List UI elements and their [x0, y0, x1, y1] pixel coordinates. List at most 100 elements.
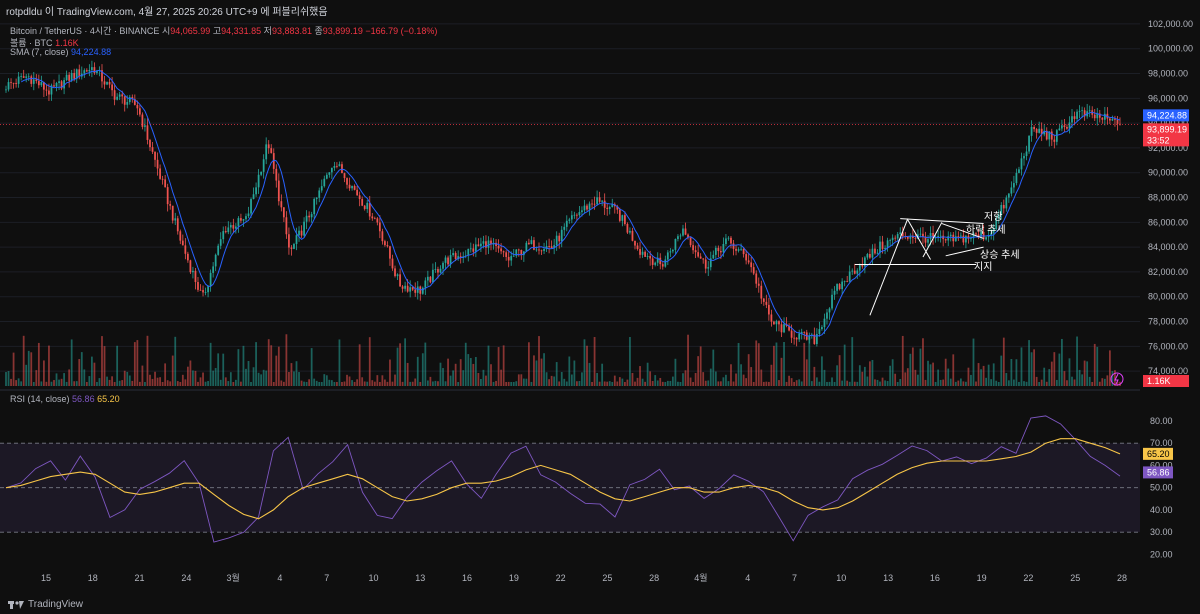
volume-bar [987, 364, 990, 386]
candle-body [320, 186, 323, 191]
rsi-tag: 56.86 [1147, 467, 1170, 477]
candle-body [474, 244, 477, 252]
volume-bar [1038, 381, 1041, 386]
candle-body [762, 298, 765, 302]
sma-legend[interactable]: SMA (7, close) 94,224.88 [10, 47, 111, 57]
volume-bar [318, 381, 321, 386]
candle-body [396, 274, 399, 277]
candle-body [371, 216, 374, 219]
volume-bar [775, 342, 778, 386]
candle-body [386, 245, 389, 247]
volume-bar [315, 380, 318, 386]
tradingview-footer[interactable]: TradingView [8, 599, 83, 610]
candle-body [975, 233, 977, 235]
volume-flash-icon[interactable] [1110, 372, 1124, 386]
current-price-tag: 93,899.19 [1147, 124, 1187, 134]
volume-bar [10, 378, 12, 386]
candle-body [1040, 128, 1043, 135]
volume-bar [78, 359, 81, 386]
trendline-drawings[interactable] [854, 218, 984, 316]
rsi-legend[interactable]: RSI (14, close) 56.86 65.20 [10, 394, 120, 404]
candle-body [426, 276, 429, 281]
volume-bar [171, 355, 174, 386]
candlesticks [5, 60, 1121, 347]
volume-bar [1002, 337, 1005, 386]
volume-bar [917, 374, 919, 386]
candle-body [406, 285, 409, 292]
volume-bar [1000, 355, 1003, 386]
candle-body [1035, 129, 1038, 133]
candle-body [954, 236, 957, 242]
price-axis[interactable]: 74,000.00 76,000.00 78,000.00 80,000.00 82,0… [1148, 19, 1193, 376]
candle-body [209, 272, 212, 287]
volume-bar [1010, 359, 1013, 386]
volume-bar [118, 380, 121, 386]
candle-body [17, 76, 20, 84]
volume-bar [694, 373, 697, 386]
candle-body [401, 286, 404, 289]
candle-body [755, 273, 758, 284]
volume-bar [654, 375, 657, 386]
volume-bar [805, 359, 808, 386]
change-value: −166.79 (−0.18%) [365, 26, 438, 36]
candle-body [980, 231, 982, 237]
volume-bar [545, 372, 548, 386]
candle-body [1055, 130, 1058, 142]
time-tick-label: 19 [977, 573, 987, 583]
candle-body [924, 236, 927, 243]
candle-body [611, 204, 614, 207]
candle-body [874, 248, 876, 254]
candle-body [932, 232, 934, 238]
rsi-line [5, 415, 1121, 543]
volume-bar [366, 381, 369, 386]
volume-legend[interactable]: 볼륨 · BTC 1.16K [10, 36, 79, 49]
volume-bar [904, 372, 907, 386]
volume-bar [237, 349, 240, 386]
volume-bar [669, 380, 672, 386]
volume-bar [689, 377, 692, 386]
candle-body [487, 240, 490, 248]
volume-bar [889, 365, 892, 386]
candle-body [927, 239, 929, 243]
volume-bar [1101, 378, 1104, 386]
volume-bar [75, 381, 78, 386]
volume-bar [91, 356, 93, 386]
candle-body [699, 256, 702, 259]
rsi-ma-tag: 65.20 [1147, 449, 1170, 459]
time-axis[interactable]: 15 18 21 24 3월 4 7 10 13 16 19 22 25 28 4월 4 7 10 13 16 19 22… [41, 572, 1127, 583]
candle-body [144, 125, 146, 127]
candle-body [654, 262, 657, 265]
volume-bar [853, 381, 856, 386]
time-tick-label: 4월 [694, 572, 707, 583]
volume-bar [927, 360, 929, 386]
price-tick-label: 98,000.00 [1148, 69, 1188, 79]
candle-body [576, 214, 578, 216]
rsi-axis[interactable]: 20.00 30.00 40.00 50.00 60.00 70.00 80.00 65.20… [1143, 416, 1173, 560]
volume-bar [692, 381, 694, 386]
annotation-label: 저항 [984, 211, 1002, 223]
candle-body [151, 147, 154, 152]
candle-body [212, 266, 215, 273]
volume-bar [234, 379, 237, 386]
candle-body [517, 249, 520, 251]
time-tick-label: 25 [602, 573, 612, 583]
volume-bar [386, 381, 389, 386]
volume-bar [381, 375, 384, 386]
volume-bar [232, 381, 235, 386]
volume-bar [1103, 378, 1106, 386]
volume-bar [313, 378, 316, 386]
candle-body [520, 250, 523, 256]
candle-body [50, 85, 53, 95]
candle-body [27, 76, 30, 78]
candle-body [490, 240, 492, 245]
symbol-legend[interactable]: Bitcoin / TetherUS · 4시간 · BINANCE 시94,0… [10, 24, 437, 37]
volume-bar [452, 370, 454, 386]
candle-body [535, 249, 538, 251]
volume-bar [730, 364, 732, 386]
candle-body [957, 236, 960, 238]
candle-body [828, 308, 831, 313]
volume-bar [970, 374, 972, 386]
candle-body [593, 203, 596, 205]
candle-body [1076, 111, 1078, 119]
